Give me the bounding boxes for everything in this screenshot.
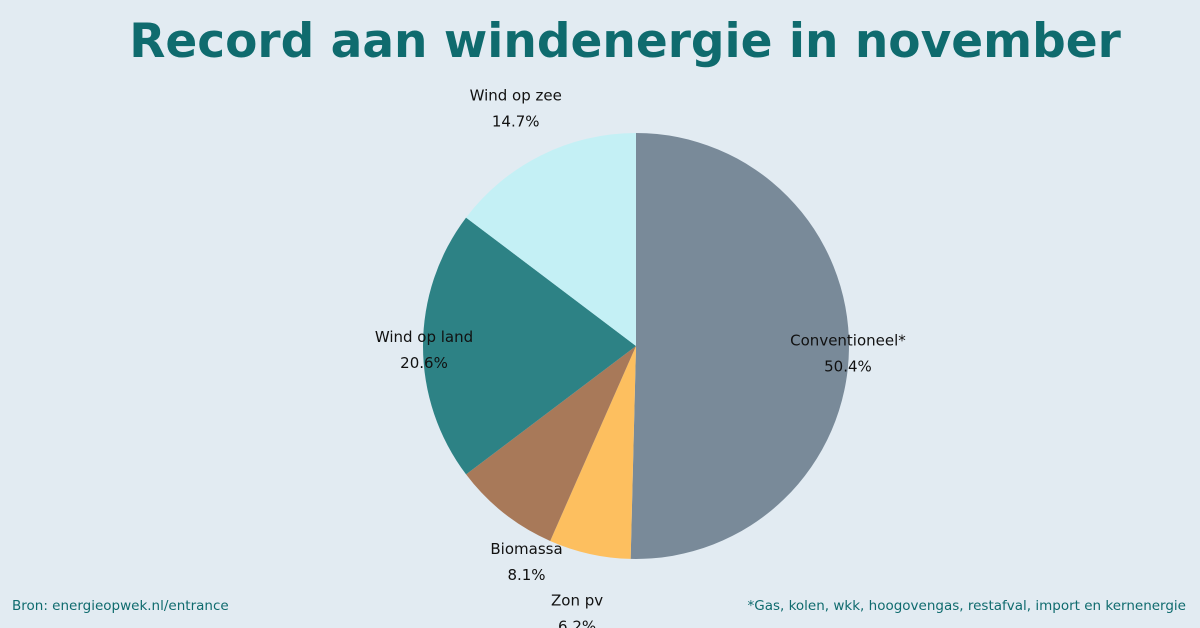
slice-label-biomassa: Biomassa	[490, 540, 562, 558]
slice-label-conventioneel: Conventioneel*	[790, 331, 906, 349]
pie-slice-wind-op-zee	[466, 133, 636, 346]
slice-label-wind-op-land: Wind op land	[375, 328, 473, 346]
slice-label-zon-pv: Zon pv	[551, 591, 603, 609]
slice-value-wind-op-land: 20.6%	[400, 354, 448, 372]
slice-value-zon-pv: 6.2%	[558, 617, 596, 628]
pie-slice-wind-op-land	[423, 217, 636, 475]
slice-value-conventioneel: 50.4%	[824, 357, 872, 375]
pie-slice-zon-pv	[550, 346, 636, 559]
chart-title: Record aan windenergie in november	[129, 14, 1121, 69]
pie-slices	[423, 133, 850, 559]
slice-value-biomassa: 8.1%	[507, 566, 545, 584]
source-note: Bron: energieopwek.nl/entrance	[12, 598, 229, 614]
pie-slice-biomassa	[466, 346, 636, 541]
slice-value-wind-op-zee: 14.7%	[492, 112, 540, 130]
footnote: *Gas, kolen, wkk, hoogovengas, restafval…	[747, 598, 1186, 614]
slice-label-wind-op-zee: Wind op zee	[470, 86, 562, 104]
pie-slice-conventioneel	[630, 133, 850, 559]
pie-labels: Conventioneel* 50.4% Zon pv 6.2% Biomassa 8.1…	[375, 86, 906, 628]
